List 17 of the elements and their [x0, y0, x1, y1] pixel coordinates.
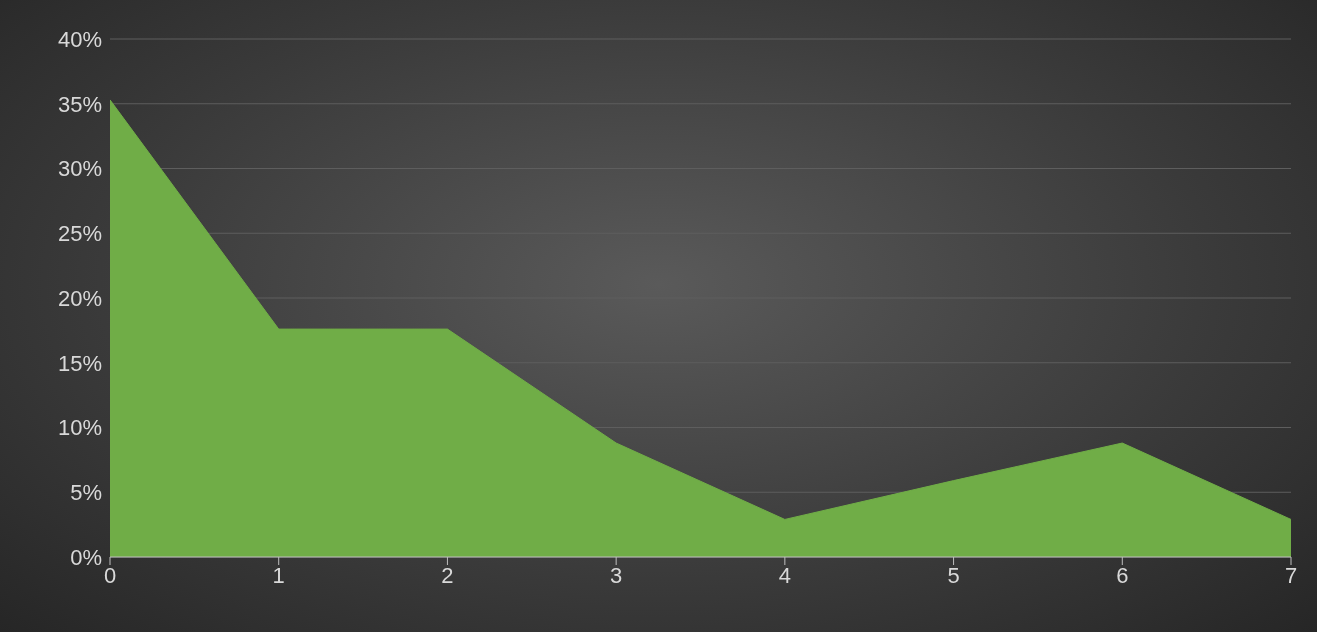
y-tick-label: 35% — [57, 91, 102, 117]
x-tick-label: 7 — [1284, 562, 1298, 588]
y-tick-label: 15% — [57, 350, 102, 376]
y-tick-label: 5% — [70, 480, 102, 506]
y-tick-label: 10% — [57, 415, 102, 441]
x-tick-label: 6 — [1116, 562, 1129, 588]
y-tick-label: 30% — [57, 156, 102, 182]
y-tick-label: 20% — [57, 285, 102, 311]
x-tick-label: 3 — [610, 562, 623, 588]
y-tick-label: 25% — [57, 221, 102, 247]
y-tick-label: 40% — [57, 26, 102, 52]
x-tick-label: 4 — [778, 562, 791, 588]
x-tick-label: 2 — [441, 562, 454, 588]
x-tick-label: 1 — [272, 562, 285, 588]
x-tick-label: 5 — [947, 562, 960, 588]
x-tick-label: 0 — [103, 562, 117, 588]
y-tick-label: 0% — [70, 544, 102, 570]
